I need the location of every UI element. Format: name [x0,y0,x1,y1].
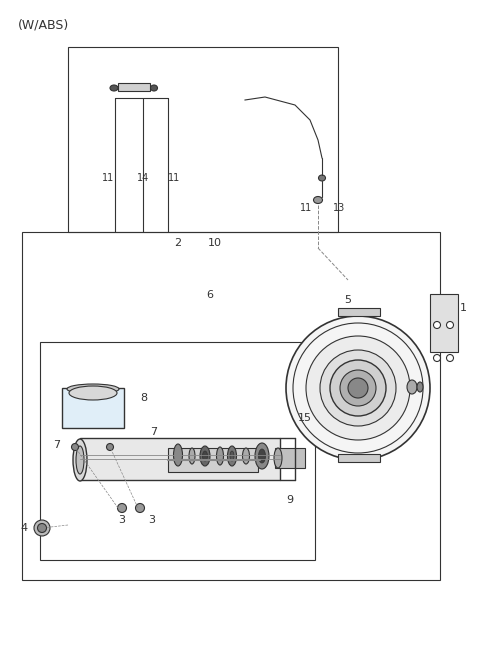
Text: 5: 5 [345,295,351,305]
Text: 4: 4 [21,523,28,533]
Ellipse shape [118,504,127,512]
Ellipse shape [151,85,157,91]
Ellipse shape [417,382,423,392]
Ellipse shape [274,448,282,468]
Ellipse shape [313,197,323,203]
Text: 11: 11 [168,173,180,183]
Text: 7: 7 [150,427,157,437]
Ellipse shape [107,443,113,451]
Circle shape [330,360,386,416]
Circle shape [320,350,396,426]
Circle shape [446,354,454,361]
Text: 3: 3 [148,515,156,525]
Ellipse shape [216,447,224,465]
Bar [168,448,258,472]
Text: 8: 8 [140,393,147,403]
Circle shape [433,321,441,329]
Ellipse shape [110,85,118,91]
Bar [338,454,380,462]
Text: 1: 1 [460,303,467,313]
Text: 11: 11 [300,203,312,213]
Ellipse shape [259,449,265,463]
Ellipse shape [72,443,79,451]
Ellipse shape [173,444,182,466]
Text: 2: 2 [174,238,181,248]
Ellipse shape [37,523,47,533]
Ellipse shape [255,443,269,469]
Ellipse shape [34,520,50,536]
Text: 15: 15 [298,413,312,423]
Text: 14: 14 [137,173,149,183]
Circle shape [348,378,368,398]
Text: 3: 3 [119,515,125,525]
Circle shape [286,316,430,460]
Text: 6: 6 [206,290,214,300]
Ellipse shape [200,446,210,466]
Bar [338,308,380,316]
Ellipse shape [67,384,119,394]
Bar [40,342,315,560]
Ellipse shape [69,386,117,400]
Ellipse shape [73,439,87,481]
Ellipse shape [407,380,417,394]
Circle shape [340,370,376,406]
Text: 9: 9 [287,495,294,505]
Bar [22,232,440,580]
Bar [80,438,280,480]
Text: 11: 11 [102,173,114,183]
Bar [118,83,150,91]
Bar [68,47,338,232]
Ellipse shape [228,446,237,466]
Ellipse shape [319,175,325,181]
Circle shape [433,354,441,361]
Bar [275,448,305,468]
Ellipse shape [189,448,195,464]
Circle shape [306,336,410,440]
Ellipse shape [76,446,84,474]
Bar [430,294,458,352]
Text: 7: 7 [53,440,60,450]
Circle shape [446,321,454,329]
Text: 13: 13 [333,203,345,213]
Text: 10: 10 [208,238,222,248]
Text: (W/ABS): (W/ABS) [18,18,69,31]
Ellipse shape [203,451,207,461]
Ellipse shape [242,448,250,464]
Ellipse shape [135,504,144,512]
Ellipse shape [230,451,234,461]
Bar [62,388,124,428]
